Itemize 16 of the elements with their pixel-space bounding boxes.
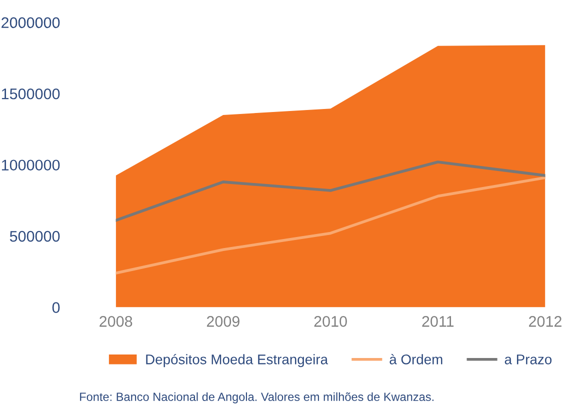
y-tick-label: 1500000 — [2, 88, 60, 100]
line-series — [116, 176, 546, 274]
x-tick-label: 2009 — [206, 316, 240, 327]
source-note: Fonte: Banco Nacional de Angola. Valores em milhões de Kwanzas. — [80, 392, 434, 404]
x-tick-label: 2008 — [100, 316, 132, 327]
x-tick-label: 2011 — [422, 316, 454, 327]
y-tick-label: 0 — [52, 302, 60, 313]
x-tick-label: 2012 — [529, 316, 562, 327]
y-tick-label: 500000 — [10, 230, 60, 242]
line-series — [116, 160, 546, 222]
y-tick-label: 2000000 — [2, 17, 60, 28]
legend-label: a Prazo — [504, 354, 552, 364]
legend-label: Depósitos Moeda Estrangeira — [146, 354, 328, 368]
x-tick-label: 2010 — [314, 316, 347, 327]
y-tick-label: 1000000 — [2, 160, 60, 171]
legend-label: à Ordem — [390, 354, 442, 364]
